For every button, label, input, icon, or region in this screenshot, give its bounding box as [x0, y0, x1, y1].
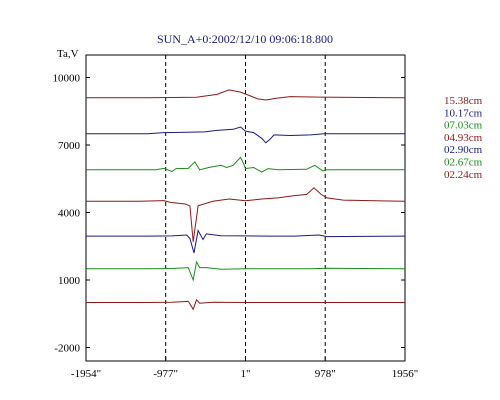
series-line-04.93cm [86, 187, 406, 242]
legend-entry: 07.03cm [444, 120, 483, 132]
y-tick-label: 1000 [58, 275, 81, 287]
x-tick-label: 1956" [392, 368, 419, 380]
series-line-02.90cm [86, 229, 406, 254]
legend-entry: 15.38cm [444, 95, 483, 107]
y-tick-label: 10000 [53, 73, 81, 85]
series-line-15.38cm [86, 89, 406, 101]
x-tick-label: -1954" [71, 368, 101, 380]
series-line-02.24cm [86, 298, 405, 311]
y-tick-label: 4000 [58, 208, 81, 220]
series-group [86, 89, 406, 311]
x-tick-label: 978" [315, 368, 336, 380]
legend-entry: 10.17cm [444, 107, 483, 119]
legend-entry: 04.93cm [444, 132, 483, 144]
legend-entry: 02.90cm [444, 144, 483, 156]
y-axis: 10000 7000 4000 1000 -2000 [53, 73, 405, 355]
series-line-10.17cm [86, 126, 405, 144]
y-axis-label: Ta,V [57, 48, 79, 60]
vertical-reference-lines [165, 55, 326, 361]
x-tick-label: 1" [241, 368, 251, 380]
x-tick-label: -977" [153, 368, 178, 380]
y-tick-label: -2000 [54, 343, 80, 355]
y-tick-label: 7000 [58, 140, 81, 152]
series-line-07.03cm [86, 156, 405, 173]
legend: 15.38cm10.17cm07.03cm04.93cm02.90cm02.67… [444, 95, 483, 181]
legend-entry: 02.24cm [444, 169, 483, 181]
series-line-02.67cm [86, 260, 406, 282]
chart-title: SUN_A+0:2002/12/10 09:06:18.800 [157, 32, 333, 46]
x-axis: -1954" -977" 1" 978" 1956" [71, 357, 418, 380]
legend-entry: 02.67cm [444, 157, 483, 169]
